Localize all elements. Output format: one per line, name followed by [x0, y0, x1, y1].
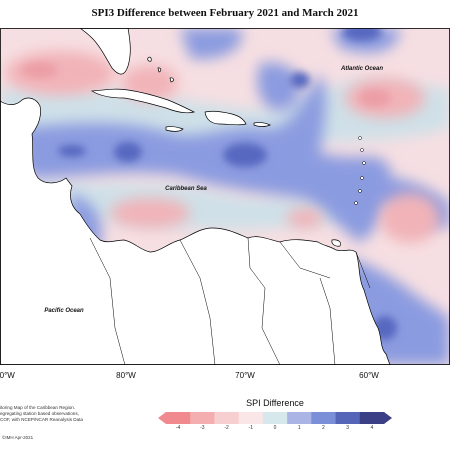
lesser-antilles [354, 136, 366, 205]
lon-label-70w: 70°W [235, 371, 255, 380]
credit-line-3: COF, with NCEP/NCAR Reanalysis Data [0, 417, 83, 422]
legend-swatch [335, 412, 361, 424]
legend-swatch [287, 412, 312, 424]
legend-arrow-left [158, 412, 166, 424]
credit-line-1: itoring Map of the Caribbean Region. [0, 405, 76, 410]
country-borders [89, 237, 371, 365]
legend-tick-label: 2 [322, 425, 325, 431]
caribbean-sea-label: Caribbean Sea [165, 186, 207, 192]
legend-swatch [214, 412, 239, 424]
legend-swatch [262, 412, 288, 424]
legend-swatch [359, 412, 385, 424]
lon-label-90w: 90°W [0, 371, 15, 380]
legend-swatch [238, 412, 264, 424]
credit-line-2: egregating station based observations, [0, 411, 79, 416]
lon-label-80w: 80°W [116, 371, 136, 380]
legend-swatch [166, 412, 191, 424]
legend-arrow-right [384, 412, 392, 424]
lon-label-60w: 60°W [359, 371, 379, 380]
legend-swatch [190, 412, 215, 424]
legend-tick-label: -2 [224, 425, 229, 431]
legend-tick-label: -4 [175, 425, 181, 431]
legend-tick-label: 0 [273, 425, 277, 431]
legend-swatch [311, 412, 336, 424]
copyright: ©IMH Apr-2021 [2, 435, 34, 440]
legend-tick-label: 1 [297, 425, 301, 431]
map-title: SPI3 Difference between February 2021 an… [91, 7, 359, 19]
land-masses [0, 28, 391, 365]
atlantic-ocean-label: Atlantic Ocean [340, 66, 383, 72]
legend-tick-label: -3 [200, 425, 205, 431]
spi-field [0, 28, 450, 365]
legend-colorbar [158, 412, 392, 424]
legend-tick-label: 3 [346, 425, 350, 431]
spi-difference-map[interactable]: Atlantic Ocean Caribbean Sea Pacific Oce… [0, 28, 450, 365]
legend-tick-label: 4 [370, 425, 374, 431]
legend-title: SPI Difference [246, 398, 304, 408]
legend-tick-label: -1 [248, 425, 253, 431]
pacific-ocean-label: Pacific Ocean [44, 308, 84, 314]
